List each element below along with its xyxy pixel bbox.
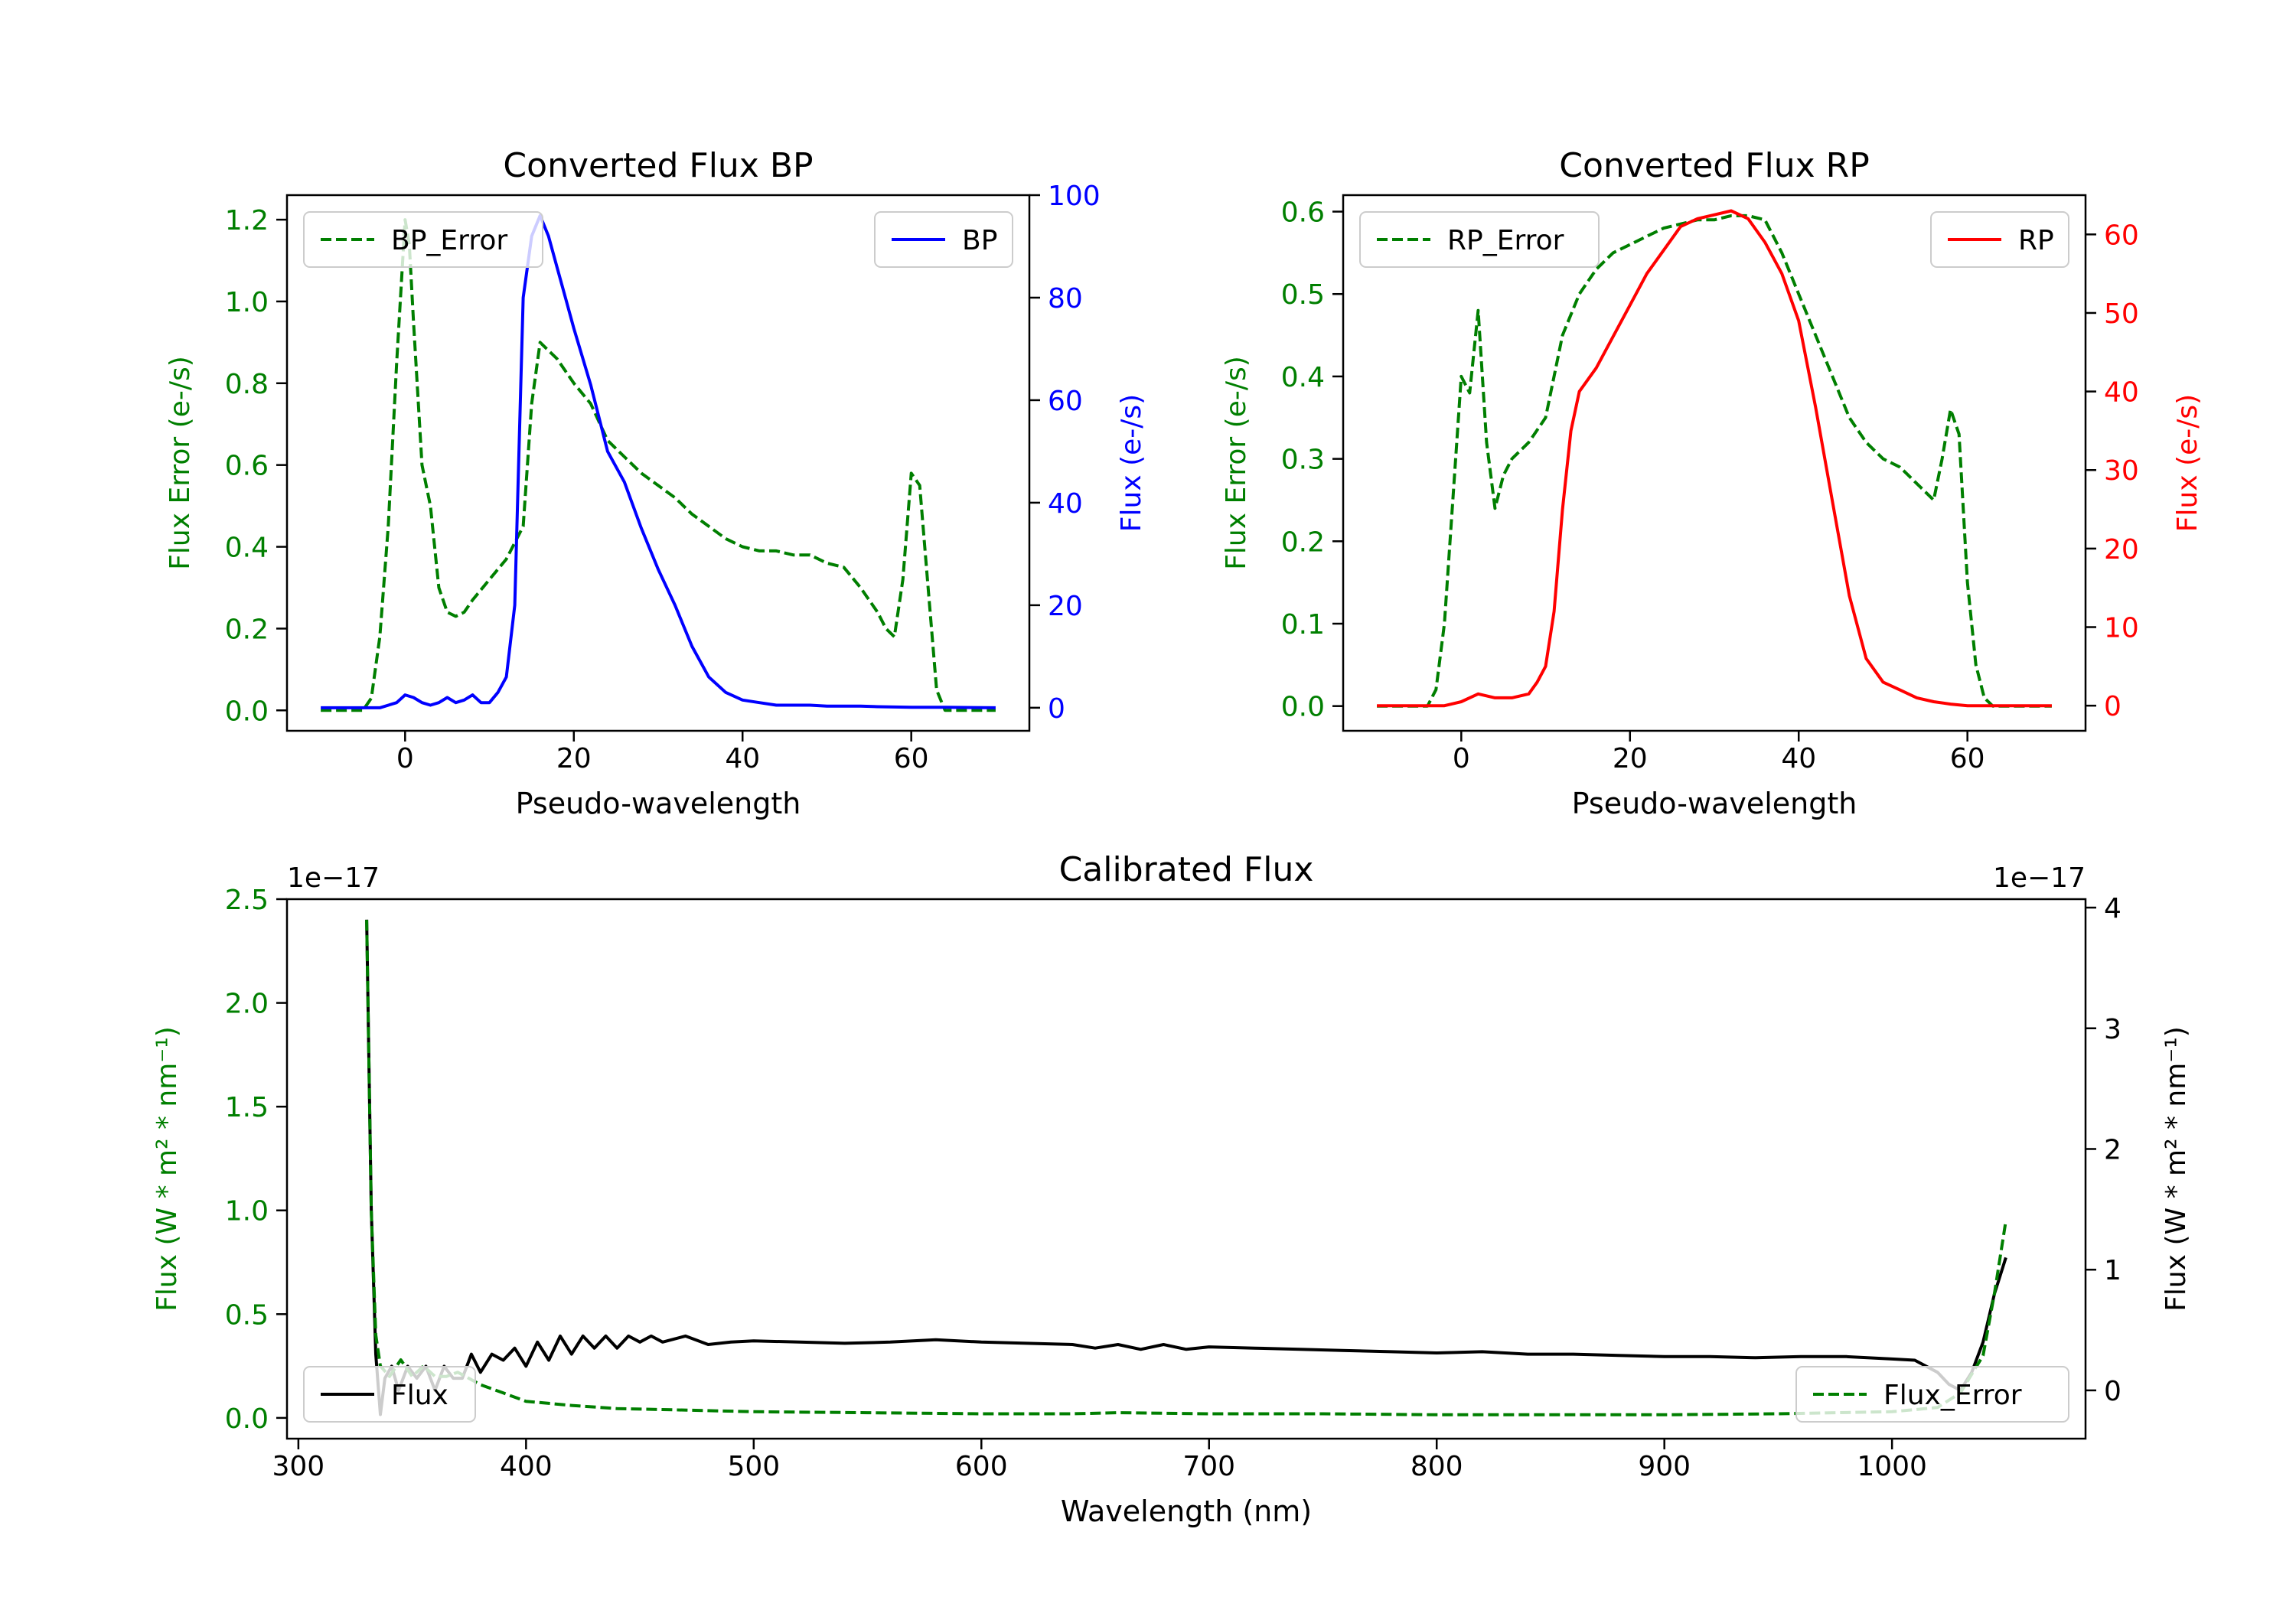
cal-left-tick-label: 1.0 <box>225 1196 269 1227</box>
cal-x-tick-label: 800 <box>1411 1451 1463 1482</box>
rp-series-rp-line <box>1377 209 2052 708</box>
bp-right-axis-label: Flux (e-/s) <box>1116 394 1147 532</box>
cal-left-tick-label: 2.0 <box>225 989 269 1020</box>
cal-legend-right-label: Flux_Error <box>1883 1380 2022 1411</box>
bp-legend-left-label: BP_Error <box>391 225 507 256</box>
cal-series-flux-error-line <box>365 920 2007 1416</box>
bp-chart-title: Converted Flux BP <box>503 146 813 185</box>
rp-left-tick-label: 0.6 <box>1281 197 1325 229</box>
cal-left-tick-label: 0.0 <box>225 1403 269 1435</box>
bp-x-tick-label: 60 <box>894 743 929 774</box>
calibrated-panel: 300 400 500 600 700 800 900 1000 0.0 0.5 1.0 1.5 2.0… <box>152 850 2192 1528</box>
cal-x-tick-label: 500 <box>727 1451 780 1482</box>
cal-left-axis-label: Flux (W * m² * nm⁻¹) <box>152 1026 183 1312</box>
cal-x-tick-label: 700 <box>1182 1451 1235 1482</box>
cal-x-tick-label: 400 <box>500 1451 553 1482</box>
rp-x-tick-label: 60 <box>1950 743 1985 774</box>
bp-left-tick-label: 0.2 <box>225 614 269 645</box>
bp-right-tick-label: 40 <box>1048 488 1083 520</box>
cal-legend-right-box <box>1795 1366 2069 1423</box>
rp-right-tick-label: 10 <box>2104 613 2139 644</box>
bp-left-axis-label: Flux Error (e-/s) <box>165 356 196 570</box>
bp-right-tick-label: 60 <box>1048 386 1083 417</box>
bp-right-tick-label: 100 <box>1048 181 1101 212</box>
bp-left-tick-label: 0.0 <box>225 696 269 727</box>
cal-x-tick-label: 1000 <box>1857 1451 1927 1482</box>
bp-left-tick-label: 1.2 <box>225 205 269 236</box>
rp-left-tick-label: 0.2 <box>1281 526 1325 558</box>
rp-right-tick-label: 50 <box>2104 298 2139 330</box>
rp-x-axis-label: Pseudo-wavelength <box>1572 787 1857 820</box>
cal-chart-title: Calibrated Flux <box>1059 850 1314 889</box>
cal-right-tick-label: 0 <box>2104 1376 2122 1407</box>
cal-x-tick-label: 900 <box>1638 1451 1691 1482</box>
bp-series-bp-line <box>321 214 996 709</box>
bp-panel: 0 20 40 60 0.0 0.2 0.4 0.6 0.8 1.0 1.2 0 20 40 60 80 100… <box>165 146 1147 820</box>
cal-right-tick-label: 2 <box>2104 1134 2122 1165</box>
rp-right-tick-label: 60 <box>2104 220 2139 251</box>
rp-left-tick-label: 0.1 <box>1281 609 1325 641</box>
cal-right-tick-label: 1 <box>2104 1255 2122 1286</box>
bp-legend-left-box <box>303 211 543 268</box>
bp-legend-right-label: BP <box>962 225 997 256</box>
cal-left-tick-label: 2.5 <box>225 885 269 916</box>
rp-left-axis-label: Flux Error (e-/s) <box>1221 356 1252 570</box>
cal-x-tick-label: 600 <box>955 1451 1008 1482</box>
bp-x-tick-label: 20 <box>556 743 592 774</box>
rp-legend-right-label: RP <box>2018 225 2054 256</box>
cal-left-tick-label: 1.5 <box>225 1092 269 1123</box>
rp-series-rp-error-line <box>1377 214 2052 708</box>
rp-legend-left-box <box>1359 211 1600 268</box>
bp-left-tick-label: 1.0 <box>225 287 269 318</box>
rp-left-tick-label: 0.0 <box>1281 692 1325 723</box>
bp-right-tick-label: 0 <box>1048 693 1065 725</box>
rp-x-tick-label: 40 <box>1781 743 1816 774</box>
rp-left-tick-label: 0.4 <box>1281 362 1325 393</box>
bp-right-tick-label: 80 <box>1048 283 1083 315</box>
cal-x-tick-label: 300 <box>272 1451 325 1482</box>
rp-right-tick-label: 30 <box>2104 455 2139 487</box>
rp-panel: 0 20 40 60 0.0 0.1 0.2 0.3 0.4 0.5 0.6 0 10 20 30 40 50 6… <box>1221 146 2203 820</box>
bp-x-axis-label: Pseudo-wavelength <box>516 787 801 820</box>
cal-right-axis-label: Flux (W * m² * nm⁻¹) <box>2161 1026 2192 1312</box>
bp-left-tick-label: 0.4 <box>225 533 269 564</box>
rp-legend-left-label: RP_Error <box>1447 225 1564 256</box>
cal-legend-left-box <box>303 1366 476 1423</box>
bp-left-tick-label: 0.6 <box>225 451 269 482</box>
rp-x-tick-label: 20 <box>1613 743 1648 774</box>
cal-axes-frame <box>285 898 2087 1440</box>
bp-x-tick-label: 40 <box>725 743 760 774</box>
rp-right-axis-label: Flux (e-/s) <box>2172 394 2203 532</box>
rp-chart-title: Converted Flux RP <box>1559 146 1870 185</box>
cal-right-tick-label: 3 <box>2104 1014 2122 1045</box>
cal-right-offset-text: 1e−17 <box>1993 862 2086 894</box>
bp-axes-frame <box>285 194 1031 732</box>
cal-right-tick-label: 4 <box>2104 893 2122 924</box>
cal-left-tick-label: 0.5 <box>225 1299 269 1331</box>
bp-left-tick-label: 0.8 <box>225 369 269 400</box>
cal-series-flux-line <box>365 919 2007 1416</box>
rp-right-tick-label: 0 <box>2104 691 2122 722</box>
cal-x-axis-label: Wavelength (nm) <box>1061 1495 1312 1528</box>
rp-axes-frame <box>1342 194 2087 732</box>
rp-left-tick-label: 0.3 <box>1281 445 1325 476</box>
bp-right-tick-label: 20 <box>1048 591 1083 622</box>
rp-x-tick-label: 0 <box>1453 743 1470 774</box>
rp-left-tick-label: 0.5 <box>1281 279 1325 311</box>
bp-x-tick-label: 0 <box>396 743 414 774</box>
cal-left-offset-text: 1e−17 <box>287 862 380 894</box>
cal-legend-left-label: Flux <box>391 1380 448 1411</box>
rp-right-tick-label: 40 <box>2104 377 2139 409</box>
rp-right-tick-label: 20 <box>2104 534 2139 566</box>
bp-series-bp-error-line <box>321 218 996 712</box>
